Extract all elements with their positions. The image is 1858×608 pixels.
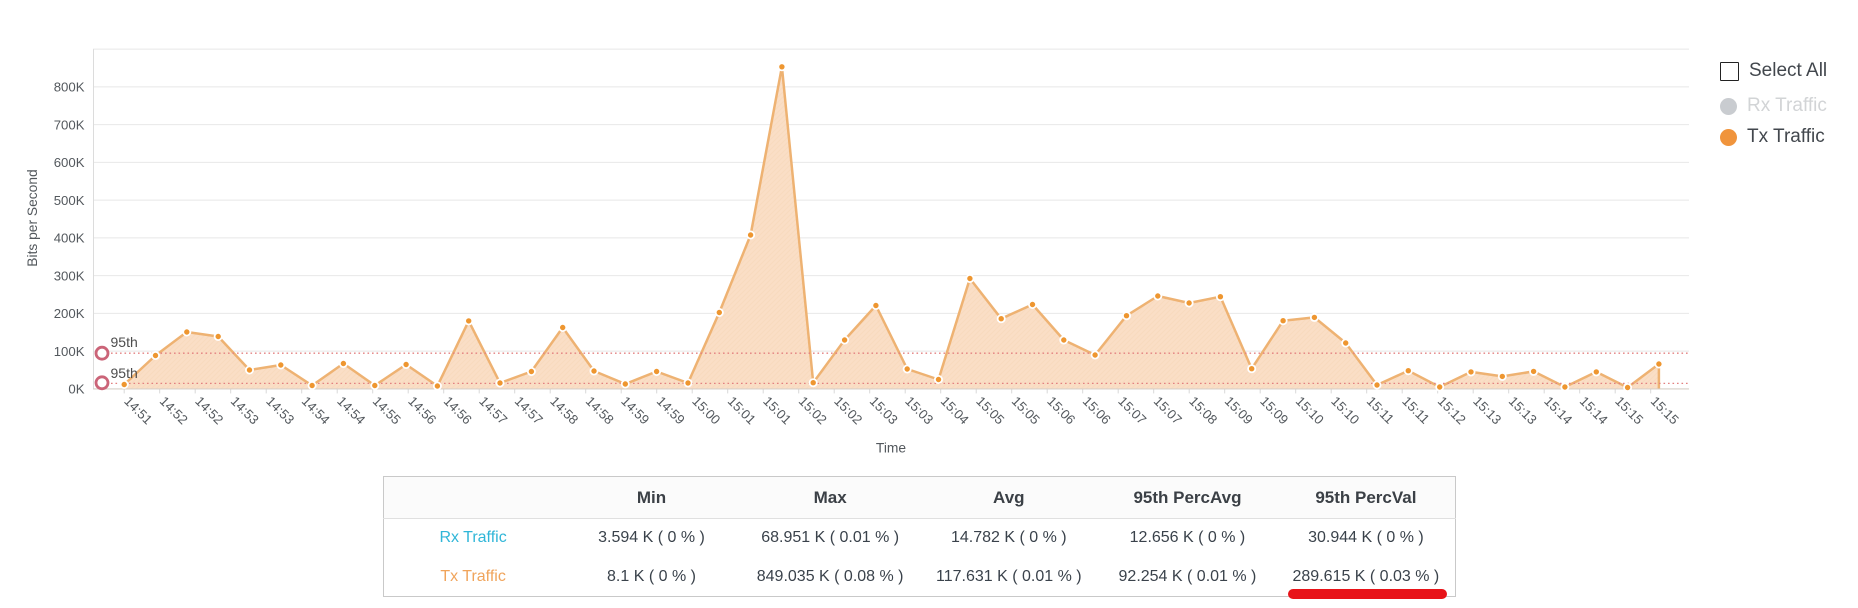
svg-text:15:10: 15:10 (1293, 393, 1327, 427)
svg-text:15:15: 15:15 (1648, 393, 1682, 427)
svg-text:15:09: 15:09 (1222, 393, 1256, 427)
svg-text:15:08: 15:08 (1186, 393, 1220, 427)
svg-text:14:57: 14:57 (512, 393, 546, 427)
svg-text:15:11: 15:11 (1399, 393, 1432, 426)
svg-text:0K: 0K (68, 382, 84, 397)
svg-text:14:57: 14:57 (476, 393, 510, 427)
svg-text:14:56: 14:56 (405, 393, 439, 427)
svg-text:95th: 95th (111, 334, 138, 350)
svg-text:300K: 300K (54, 268, 85, 283)
svg-text:14:55: 14:55 (370, 393, 404, 427)
svg-text:95th: 95th (111, 365, 138, 381)
svg-text:14:53: 14:53 (263, 393, 297, 427)
svg-text:14:58: 14:58 (547, 393, 581, 427)
svg-text:15:01: 15:01 (760, 393, 794, 427)
svg-text:15:07: 15:07 (1115, 393, 1149, 427)
svg-text:15:02: 15:02 (831, 393, 865, 427)
svg-text:15:06: 15:06 (1080, 393, 1114, 427)
svg-text:400K: 400K (54, 231, 85, 246)
svg-text:15:04: 15:04 (938, 393, 972, 427)
svg-text:15:11: 15:11 (1364, 393, 1397, 426)
svg-text:14:54: 14:54 (334, 393, 368, 427)
svg-text:200K: 200K (54, 306, 85, 321)
svg-text:600K: 600K (54, 155, 85, 170)
svg-text:14:52: 14:52 (157, 393, 191, 427)
svg-text:15:14: 15:14 (1541, 393, 1575, 427)
svg-text:Bits per Second: Bits per Second (25, 169, 40, 266)
svg-text:15:00: 15:00 (689, 393, 723, 427)
svg-text:15:15: 15:15 (1612, 393, 1646, 427)
svg-text:15:13: 15:13 (1470, 393, 1504, 427)
svg-text:14:54: 14:54 (299, 393, 333, 427)
svg-text:14:59: 14:59 (654, 393, 688, 427)
svg-text:15:01: 15:01 (725, 393, 759, 427)
svg-text:800K: 800K (54, 80, 85, 95)
svg-text:15:07: 15:07 (1151, 393, 1185, 427)
svg-text:14:59: 14:59 (618, 393, 652, 427)
svg-text:14:56: 14:56 (441, 393, 475, 427)
svg-text:14:53: 14:53 (228, 393, 262, 427)
svg-text:15:03: 15:03 (867, 393, 901, 427)
svg-text:15:05: 15:05 (1009, 393, 1043, 427)
svg-text:15:03: 15:03 (902, 393, 936, 427)
svg-text:15:13: 15:13 (1506, 393, 1540, 427)
svg-text:15:09: 15:09 (1257, 393, 1291, 427)
svg-text:700K: 700K (54, 117, 85, 132)
svg-text:14:52: 14:52 (192, 393, 226, 427)
svg-text:15:10: 15:10 (1328, 393, 1362, 427)
svg-text:100K: 100K (54, 344, 85, 359)
svg-text:15:14: 15:14 (1577, 393, 1611, 427)
svg-text:Time: Time (876, 441, 906, 456)
svg-text:14:51: 14:51 (121, 393, 155, 427)
svg-text:500K: 500K (54, 193, 85, 208)
svg-text:14:58: 14:58 (583, 393, 617, 427)
svg-text:15:02: 15:02 (796, 393, 830, 427)
svg-text:15:06: 15:06 (1044, 393, 1078, 427)
svg-text:15:12: 15:12 (1435, 393, 1469, 427)
svg-text:15:05: 15:05 (973, 393, 1007, 427)
